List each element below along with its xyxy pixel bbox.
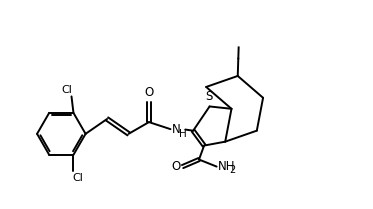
Text: O: O xyxy=(144,86,154,99)
Text: H: H xyxy=(179,129,187,139)
Text: O: O xyxy=(171,160,180,173)
Text: N: N xyxy=(172,123,181,136)
Text: Cl: Cl xyxy=(62,85,72,95)
Text: 2: 2 xyxy=(229,166,235,176)
Text: NH: NH xyxy=(218,160,235,173)
Text: S: S xyxy=(205,89,213,103)
Text: Cl: Cl xyxy=(73,173,84,183)
